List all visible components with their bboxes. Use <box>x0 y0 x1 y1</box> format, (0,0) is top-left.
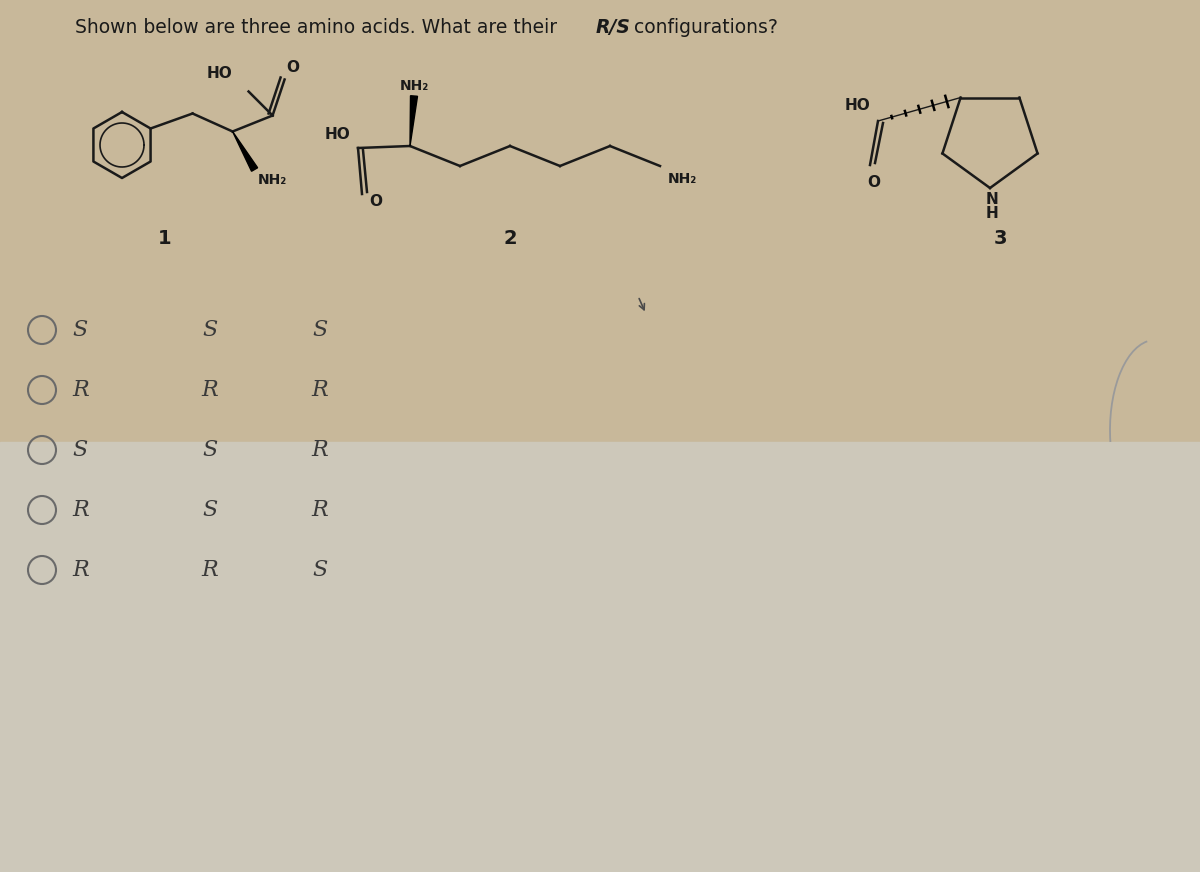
Text: O: O <box>868 175 881 190</box>
Text: S: S <box>203 499 217 521</box>
Polygon shape <box>233 132 258 171</box>
Text: S: S <box>203 439 217 461</box>
Text: HO: HO <box>845 98 870 113</box>
Text: R: R <box>312 379 329 401</box>
Text: S: S <box>203 319 217 341</box>
Text: R: R <box>312 499 329 521</box>
Text: R: R <box>202 559 218 581</box>
Text: N: N <box>985 192 998 207</box>
Text: S: S <box>312 319 328 341</box>
Polygon shape <box>410 96 418 146</box>
Text: S: S <box>312 559 328 581</box>
Text: Shown below are three amino acids. What are their: Shown below are three amino acids. What … <box>74 18 563 37</box>
Bar <box>0 0 1200 442</box>
Text: R: R <box>72 499 89 521</box>
Text: O: O <box>370 194 382 209</box>
Text: NH₂: NH₂ <box>400 79 428 93</box>
Text: 1: 1 <box>158 228 172 248</box>
Text: 2: 2 <box>503 228 517 248</box>
Text: R: R <box>202 379 218 401</box>
Text: S: S <box>72 439 88 461</box>
Text: O: O <box>287 60 300 76</box>
Text: R/S: R/S <box>596 18 631 37</box>
Text: R: R <box>72 379 89 401</box>
Bar <box>0 442 1200 872</box>
Text: configurations?: configurations? <box>628 18 778 37</box>
Text: R: R <box>312 439 329 461</box>
Text: NH₂: NH₂ <box>668 172 697 186</box>
Text: S: S <box>72 319 88 341</box>
Text: HO: HO <box>206 66 233 81</box>
Text: H: H <box>985 206 998 221</box>
Text: 3: 3 <box>994 228 1007 248</box>
Text: R: R <box>72 559 89 581</box>
Text: NH₂: NH₂ <box>258 174 287 187</box>
Text: HO: HO <box>324 127 350 142</box>
